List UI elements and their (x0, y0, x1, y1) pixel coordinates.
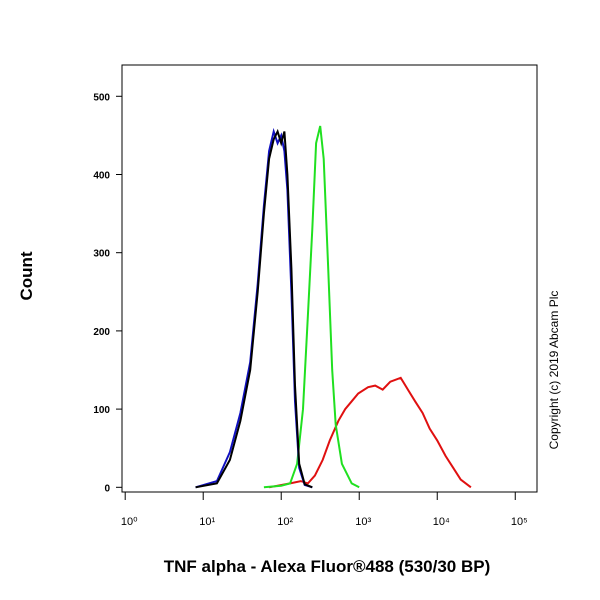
copyright: Copyright (c) 2019 Abcam Plc (547, 291, 561, 450)
y-tick-label: 100 (93, 405, 110, 416)
x-tick-label: 10² (277, 516, 293, 528)
x-tick-label: 10⁰ (121, 516, 138, 528)
plot-frame (121, 64, 538, 493)
histogram-line (195, 127, 313, 489)
y-tick-label: 400 (93, 170, 110, 181)
y-axis-label: Count (17, 251, 36, 300)
x-axis-label: TNF alpha - Alexa Fluor®488 (530/30 BP) (164, 557, 491, 576)
histogram-line (268, 376, 472, 489)
y-tick-label: 500 (93, 92, 110, 103)
y-tick-label: 200 (93, 327, 110, 338)
histogram-line (263, 125, 360, 489)
x-tick-label: 10⁵ (511, 516, 528, 528)
x-tick-label: 10¹ (199, 516, 215, 528)
histogram-line (195, 128, 313, 489)
x-tick-label: 10⁴ (433, 516, 450, 528)
y-tick-label: 0 (104, 483, 110, 494)
x-tick-label: 10³ (355, 516, 371, 528)
y-tick-label: 300 (93, 249, 110, 260)
